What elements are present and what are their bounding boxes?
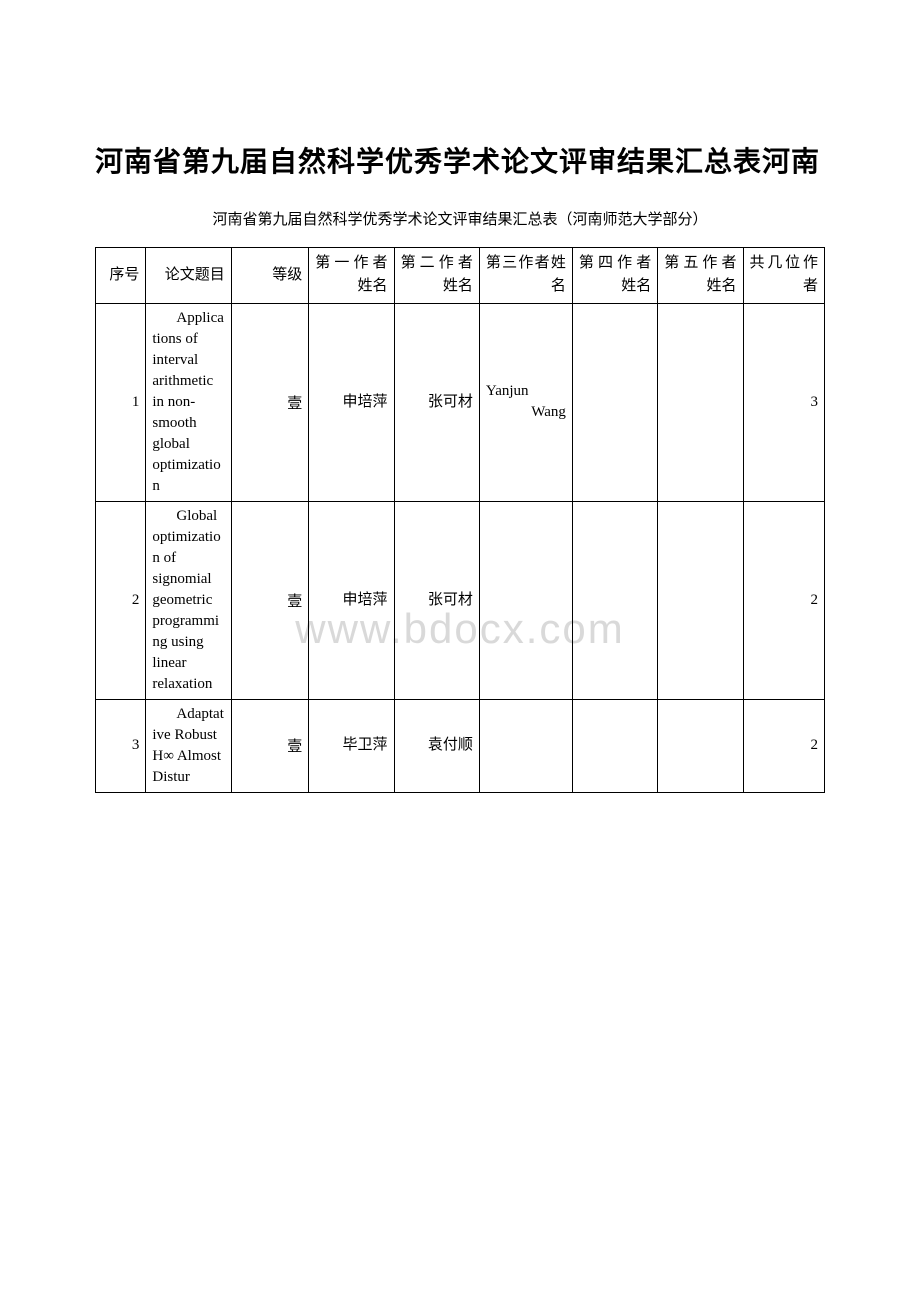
results-table: 序号 论文题目 等级 第一作者姓名 第二作者姓名 第三作者姓名 第四作者姓名 第…	[95, 247, 825, 793]
cell-count: 2	[743, 501, 824, 699]
cell-a2: 袁付顺	[394, 699, 479, 792]
cell-a3: Yanjun Wang	[479, 303, 572, 501]
cell-a5	[658, 501, 743, 699]
cell-a2: 张可材	[394, 501, 479, 699]
cell-title: Applications of interval arithmetic in n…	[146, 303, 231, 501]
table-header-row: 序号 论文题目 等级 第一作者姓名 第二作者姓名 第三作者姓名 第四作者姓名 第…	[96, 248, 825, 304]
cell-seq: 3	[96, 699, 146, 792]
table-row: 1 Applications of interval arithmetic in…	[96, 303, 825, 501]
col-header-seq: 序号	[96, 248, 146, 304]
col-header-a1: 第一作者姓名	[309, 248, 394, 304]
table-row: 3 Adaptative Robust H∞ Almost Distur 壹 毕…	[96, 699, 825, 792]
cell-a2: 张可材	[394, 303, 479, 501]
cell-title: Adaptative Robust H∞ Almost Distur	[146, 699, 231, 792]
page-subtitle: 河南省第九届自然科学优秀学术论文评审结果汇总表（河南师范大学部分）	[95, 208, 825, 229]
cell-a5	[658, 699, 743, 792]
col-header-a4: 第四作者姓名	[572, 248, 657, 304]
col-header-a5: 第五作者姓名	[658, 248, 743, 304]
cell-count: 2	[743, 699, 824, 792]
cell-title: Global optimization of signomial geometr…	[146, 501, 231, 699]
col-header-count: 共几位作者	[743, 248, 824, 304]
cell-grade: 壹	[231, 501, 309, 699]
cell-seq: 1	[96, 303, 146, 501]
cell-a3	[479, 699, 572, 792]
cell-a1: 申培萍	[309, 501, 394, 699]
cell-a4	[572, 699, 657, 792]
cell-a3	[479, 501, 572, 699]
cell-a4	[572, 303, 657, 501]
col-header-a2: 第二作者姓名	[394, 248, 479, 304]
col-header-grade: 等级	[231, 248, 309, 304]
page-title: 河南省第九届自然科学优秀学术论文评审结果汇总表河南	[95, 140, 825, 180]
cell-a1: 申培萍	[309, 303, 394, 501]
cell-seq: 2	[96, 501, 146, 699]
col-header-title: 论文题目	[146, 248, 231, 304]
table-row: 2 Global optimization of signomial geome…	[96, 501, 825, 699]
cell-a1: 毕卫萍	[309, 699, 394, 792]
cell-grade: 壹	[231, 303, 309, 501]
col-header-a3: 第三作者姓名	[479, 248, 572, 304]
cell-count: 3	[743, 303, 824, 501]
cell-a5	[658, 303, 743, 501]
cell-a4	[572, 501, 657, 699]
cell-grade: 壹	[231, 699, 309, 792]
